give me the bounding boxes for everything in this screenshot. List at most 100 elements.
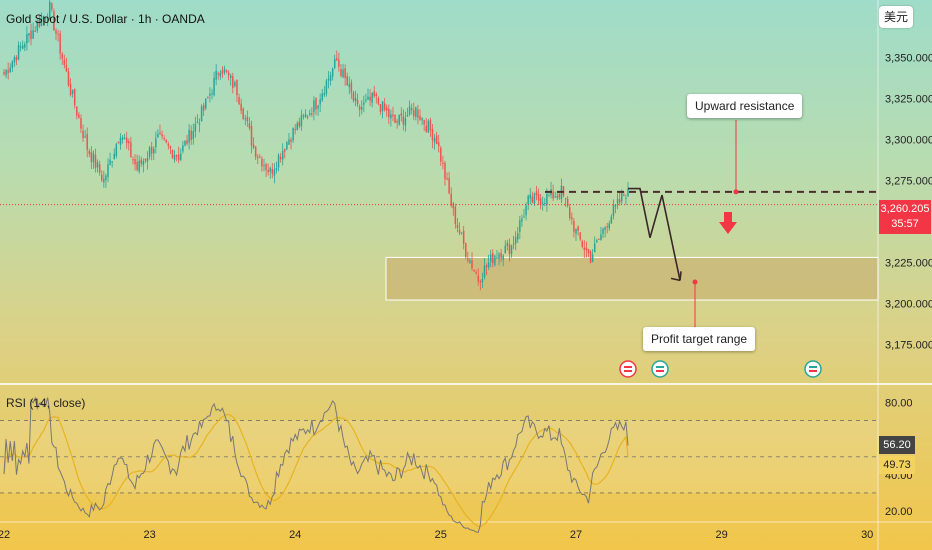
candle <box>211 88 213 100</box>
candle <box>506 239 509 251</box>
candle <box>408 100 411 117</box>
candle <box>24 41 26 52</box>
candle <box>78 111 80 119</box>
candle-body <box>92 153 95 163</box>
candle-body <box>404 118 407 126</box>
candle-body <box>86 134 88 150</box>
candle-body <box>5 69 7 76</box>
candle-body <box>556 196 559 198</box>
time-tick-label: 27 <box>570 529 582 541</box>
candle-body <box>350 82 353 93</box>
candle-body <box>281 150 284 160</box>
candle-body <box>150 146 153 154</box>
candle-body <box>213 77 215 96</box>
candle <box>13 55 16 67</box>
candle <box>163 135 165 142</box>
currency-button[interactable]: 美元 <box>879 6 913 28</box>
candle <box>5 69 7 79</box>
candle-body <box>531 196 534 203</box>
candle <box>227 70 230 81</box>
candle-body <box>390 114 392 119</box>
candle-body <box>396 120 398 123</box>
candle <box>369 89 371 106</box>
candle <box>217 71 219 80</box>
candle <box>390 109 392 127</box>
candle-body <box>452 203 455 209</box>
candle <box>240 98 242 115</box>
candle <box>541 196 544 211</box>
candle-body <box>24 44 26 48</box>
candle <box>535 185 538 201</box>
rsi-title[interactable]: RSI (14, close) <box>6 396 86 410</box>
candle <box>9 63 11 73</box>
candle-body <box>259 156 261 158</box>
candle <box>365 93 367 103</box>
candle-body <box>477 275 479 282</box>
price-tick-label: 3,275.000 <box>885 175 932 187</box>
candle-body <box>604 227 606 230</box>
price-tick-label: 3,350.000 <box>885 52 932 64</box>
candle-body <box>442 162 444 164</box>
candle-body <box>304 114 307 117</box>
candle-body <box>34 31 36 33</box>
candle-body <box>375 94 378 96</box>
candle-body <box>523 216 525 218</box>
candle <box>288 132 290 145</box>
candle <box>329 71 332 86</box>
candle <box>76 106 78 120</box>
candle <box>573 218 575 238</box>
price-tick-label: 3,300.000 <box>885 134 932 146</box>
candle-body <box>544 203 546 205</box>
candle <box>69 78 72 97</box>
candle-body <box>456 224 459 229</box>
candle-body <box>336 58 338 61</box>
candle <box>111 161 113 168</box>
candle-body <box>244 118 247 120</box>
candle <box>512 235 515 250</box>
candle-body <box>352 92 355 101</box>
candle-body <box>487 262 490 268</box>
candle-body <box>417 109 419 118</box>
candle-body <box>333 58 336 68</box>
annotation-profit-target[interactable]: Profit target range <box>643 327 756 351</box>
candle <box>146 151 149 170</box>
annotation-upward-resistance[interactable]: Upward resistance <box>687 94 803 118</box>
candle-body <box>602 228 604 235</box>
candle-body <box>123 137 126 140</box>
candle <box>215 64 217 86</box>
candle <box>159 124 161 136</box>
candle-body <box>571 217 573 220</box>
candle-body <box>67 71 70 86</box>
candle <box>128 138 130 151</box>
candle-body <box>94 155 97 168</box>
candle <box>471 252 473 271</box>
candle-body <box>498 253 500 260</box>
candle <box>381 101 384 119</box>
event-marker <box>651 360 669 378</box>
candle-body <box>440 148 442 162</box>
candle-body <box>410 108 413 111</box>
candle <box>271 163 274 179</box>
candle-body <box>419 115 421 121</box>
candle <box>579 231 581 242</box>
candle <box>529 188 531 205</box>
candle <box>321 89 323 102</box>
candle-body <box>15 56 18 61</box>
candle-body <box>136 161 138 170</box>
candle <box>269 166 271 179</box>
candle-body <box>144 158 147 161</box>
candle-body <box>88 151 91 154</box>
candle-body <box>552 191 554 199</box>
candle-body <box>205 98 207 109</box>
candle <box>67 67 70 88</box>
candle <box>481 272 484 288</box>
candle <box>173 150 176 163</box>
candle <box>556 191 559 201</box>
candle <box>200 104 203 122</box>
down-arrow-icon <box>719 212 737 234</box>
candle <box>487 254 490 270</box>
candle-body <box>292 128 294 141</box>
candle-body <box>529 194 531 199</box>
candle <box>450 187 452 208</box>
